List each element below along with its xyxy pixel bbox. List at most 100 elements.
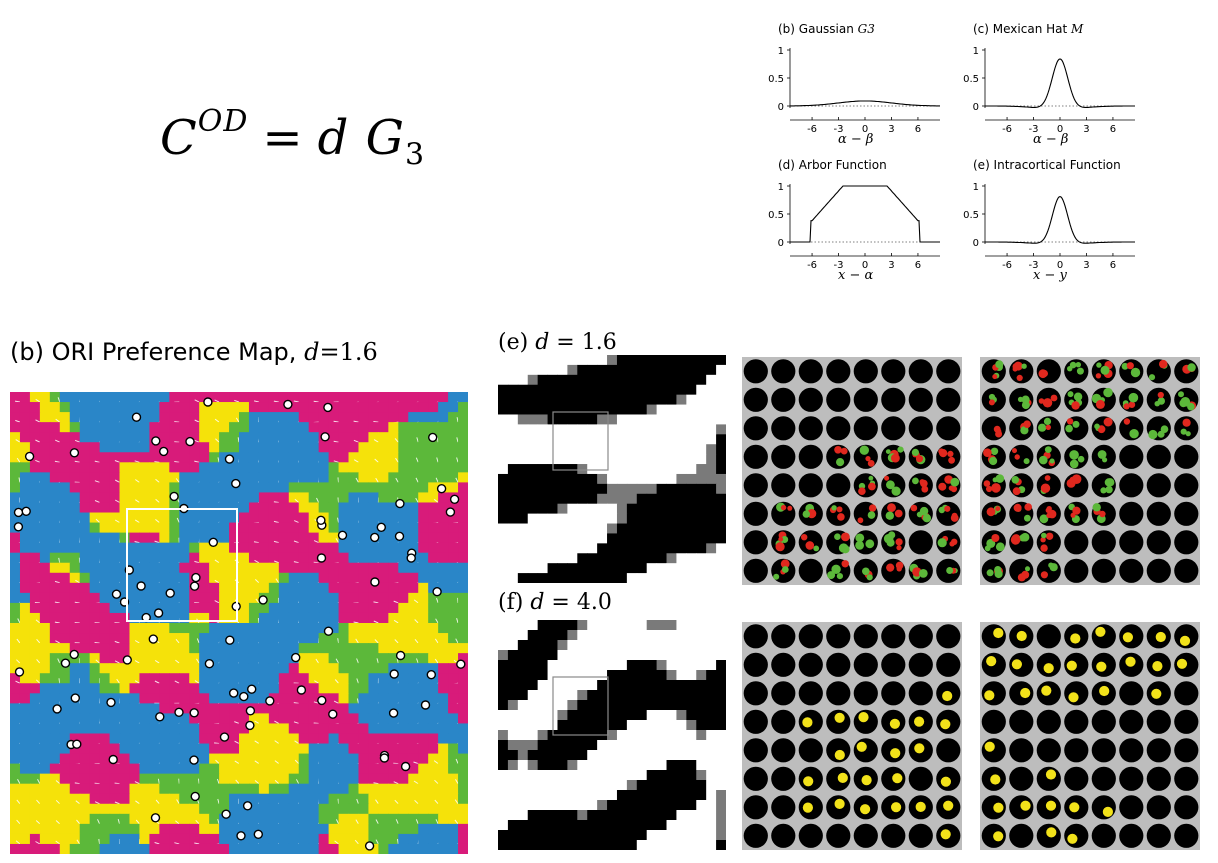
receptive-field bbox=[881, 359, 906, 384]
x-tick-label: -3 bbox=[834, 124, 844, 135]
receptive-field bbox=[798, 738, 823, 763]
receptive-field bbox=[771, 681, 796, 706]
pinwheel-marker bbox=[428, 432, 438, 443]
receptive-field bbox=[1119, 558, 1144, 583]
receptive-field bbox=[798, 444, 823, 469]
receptive-field bbox=[881, 387, 906, 412]
pinwheel-marker bbox=[394, 531, 405, 542]
receptive-field bbox=[908, 681, 933, 706]
receptive-field bbox=[826, 501, 851, 526]
pinwheel-marker bbox=[242, 801, 253, 811]
pinwheel-marker bbox=[204, 659, 215, 669]
receptive-field bbox=[826, 681, 851, 706]
receptive-field bbox=[1064, 558, 1089, 583]
highlight-box bbox=[552, 676, 609, 736]
pinwheel-marker bbox=[449, 494, 460, 505]
plot-title-math: G3 bbox=[857, 22, 875, 36]
pinwheel-marker bbox=[245, 720, 255, 731]
receptive-field bbox=[881, 416, 906, 441]
pinwheel-marker bbox=[395, 498, 405, 509]
receptive-field bbox=[1119, 823, 1144, 848]
receptive-field bbox=[798, 359, 823, 384]
pinwheel-marker bbox=[108, 754, 118, 765]
plot-xlabel: α − β bbox=[1033, 132, 1069, 147]
receptive-field bbox=[1091, 709, 1116, 734]
receptive-field bbox=[981, 709, 1006, 734]
pinwheel-marker bbox=[69, 448, 80, 458]
y-tick-label: 0.5 bbox=[768, 210, 784, 221]
receptive-field bbox=[771, 387, 796, 412]
receptive-field bbox=[1064, 359, 1089, 384]
receptive-field bbox=[936, 387, 961, 412]
ori-map-title: (b) ORI Preference Map, d=1.6 bbox=[10, 338, 378, 366]
receptive-field bbox=[1064, 709, 1089, 734]
receptive-field bbox=[1036, 738, 1061, 763]
pinwheel-marker bbox=[221, 809, 231, 819]
receptive-field bbox=[1174, 766, 1199, 791]
receptive-field bbox=[908, 624, 933, 649]
pinwheel-marker bbox=[158, 446, 169, 457]
receptive-field bbox=[1174, 416, 1199, 441]
od-map-f bbox=[498, 620, 726, 850]
receptive-field bbox=[1119, 681, 1144, 706]
receptive-field bbox=[936, 652, 961, 677]
receptive-field bbox=[798, 624, 823, 649]
pinwheel-marker bbox=[400, 761, 411, 772]
receptive-field bbox=[936, 624, 961, 649]
x-tick-label: 6 bbox=[915, 260, 921, 271]
receptive-field bbox=[826, 624, 851, 649]
receptive-field bbox=[1146, 473, 1171, 498]
rf-grid-e-left bbox=[742, 357, 962, 585]
pinwheel-marker bbox=[337, 530, 348, 541]
receptive-field bbox=[743, 823, 768, 848]
receptive-field bbox=[771, 709, 796, 734]
receptive-field bbox=[1064, 766, 1089, 791]
pinwheel-marker bbox=[258, 595, 268, 605]
x-tick-label: 3 bbox=[888, 124, 894, 135]
x-tick-label: -6 bbox=[1002, 124, 1012, 135]
receptive-field bbox=[743, 558, 768, 583]
pinwheel-marker bbox=[14, 667, 25, 677]
receptive-field bbox=[936, 359, 961, 384]
pinwheel-marker bbox=[316, 515, 326, 526]
receptive-field bbox=[1009, 738, 1034, 763]
receptive-field bbox=[771, 473, 796, 498]
pinwheel-marker bbox=[106, 697, 116, 708]
pinwheel-marker bbox=[323, 626, 334, 636]
pinwheel-marker bbox=[436, 483, 447, 494]
receptive-field bbox=[743, 681, 768, 706]
receptive-field bbox=[1009, 709, 1034, 734]
pinwheel-marker bbox=[151, 436, 161, 446]
pinwheel-marker bbox=[456, 659, 466, 669]
receptive-field bbox=[1091, 558, 1116, 583]
receptive-field bbox=[1036, 558, 1061, 583]
receptive-field bbox=[1174, 795, 1199, 820]
receptive-field bbox=[936, 416, 961, 441]
x-tick-label: -3 bbox=[1029, 124, 1039, 135]
receptive-field bbox=[771, 444, 796, 469]
receptive-field bbox=[798, 652, 823, 677]
pinwheel-marker bbox=[228, 688, 239, 698]
pinwheel-marker bbox=[155, 712, 165, 722]
od-map-e bbox=[498, 355, 726, 583]
eq-d: d bbox=[317, 110, 350, 166]
pinwheel-marker bbox=[395, 650, 406, 661]
equation: COD = d G3 bbox=[160, 104, 425, 173]
receptive-field bbox=[881, 681, 906, 706]
pinwheel-marker bbox=[420, 700, 431, 710]
x-tick-label: 6 bbox=[1110, 260, 1116, 271]
plot-title-math: M bbox=[1071, 22, 1084, 36]
x-tick-label: -6 bbox=[807, 260, 817, 271]
receptive-field bbox=[1119, 530, 1144, 555]
plot-title: (d) Arbor Function bbox=[778, 158, 887, 172]
plot-curve bbox=[985, 196, 1135, 244]
plot-xlabel: x − y bbox=[1033, 268, 1067, 283]
receptive-field bbox=[981, 416, 1006, 441]
pinwheel-marker bbox=[131, 412, 142, 422]
plot-curve bbox=[790, 100, 940, 107]
receptive-field bbox=[853, 681, 878, 706]
receptive-field bbox=[1146, 795, 1171, 820]
pinwheel-marker bbox=[52, 704, 62, 714]
plot-title: (c) Mexican Hat M bbox=[973, 22, 1084, 36]
receptive-field bbox=[853, 624, 878, 649]
